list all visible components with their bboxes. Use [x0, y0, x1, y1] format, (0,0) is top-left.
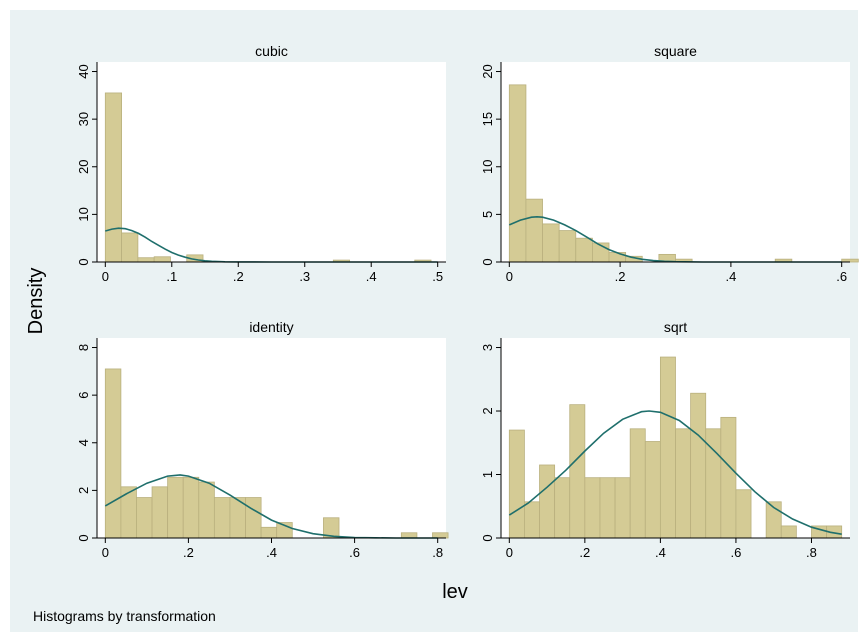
y-axis-title: Density — [25, 268, 47, 335]
x-tick-label: .1 — [166, 269, 177, 284]
histogram-bar — [508, 84, 527, 263]
histogram-bar — [584, 477, 601, 539]
histogram-bar — [137, 257, 155, 263]
figure-note: Histograms by transformation — [33, 608, 216, 624]
histogram-bar — [629, 428, 646, 539]
x-axis-title: lev — [442, 581, 468, 603]
histogram-bar — [735, 489, 752, 539]
x-tick-label: .2 — [233, 269, 244, 284]
histogram-bar — [659, 356, 676, 539]
y-tick-label: 4 — [76, 439, 91, 446]
histogram-bar — [167, 476, 184, 539]
panel-cubic: cubic 0 .1 .2 .3 .4 .5 0 10 20 30 40 — [76, 43, 446, 284]
x-tick-label: .6 — [836, 269, 847, 284]
x-tick-label: .2 — [183, 545, 194, 560]
y-tick-label: 30 — [76, 112, 91, 126]
x-tick-label: .4 — [366, 269, 377, 284]
histogram-bar — [720, 416, 737, 539]
y-tick-label: 0 — [480, 258, 495, 265]
x-tick-label: .6 — [731, 545, 742, 560]
histogram-bar — [153, 256, 171, 263]
y-tick-label: 20 — [76, 160, 91, 174]
x-tick-label: .4 — [266, 545, 277, 560]
histogram-bar — [182, 476, 200, 539]
histogram-bar — [104, 368, 122, 539]
histogram-bar — [260, 526, 278, 539]
x-tick-label: .8 — [806, 545, 817, 560]
histogram-bar — [542, 223, 560, 263]
histogram-bar — [121, 232, 139, 263]
x-tick-label: .2 — [615, 269, 626, 284]
histogram-bar — [554, 477, 571, 539]
x-tick-label: 0 — [506, 269, 513, 284]
y-tick-label: 20 — [480, 64, 495, 78]
histogram-bar — [539, 464, 556, 539]
panel-sqrt: sqrt 0 .2 .4 .6 .8 0 1 2 3 — [480, 319, 850, 560]
x-tick-label: .8 — [432, 545, 443, 560]
histogram-bar — [558, 230, 577, 263]
histogram-bar — [608, 252, 627, 263]
x-tick-label: .4 — [655, 545, 666, 560]
y-tick-label: 1 — [480, 471, 495, 478]
histogram-bar — [198, 481, 215, 539]
x-tick-label: .5 — [432, 269, 443, 284]
panel-title: identity — [249, 319, 293, 335]
histogram-bar — [780, 525, 797, 539]
y-tick-label: 0 — [76, 258, 91, 265]
panel-identity: identity 0 .2 .4 .6 .8 0 2 4 6 8 — [76, 319, 449, 560]
x-tick-label: 0 — [102, 269, 109, 284]
y-tick-label: 3 — [480, 344, 495, 351]
panel-square: square 0 .2 .4 .6 0 5 10 15 20 — [480, 43, 859, 284]
histogram-bar — [614, 477, 631, 539]
histogram-bar — [575, 237, 593, 263]
y-tick-label: 2 — [76, 487, 91, 494]
y-tick-label: 5 — [480, 211, 495, 218]
histogram-bar — [524, 501, 540, 539]
histogram-bar — [136, 497, 153, 539]
histogram-bar — [508, 429, 525, 539]
plot-area — [97, 62, 446, 262]
histogram-bar — [525, 198, 543, 263]
histogram-bar — [599, 477, 616, 539]
y-tick-label: 8 — [76, 344, 91, 351]
y-tick-label: 10 — [480, 160, 495, 174]
histogram-bar — [675, 428, 692, 539]
histogram-bar — [690, 392, 707, 539]
histogram-bar — [569, 404, 586, 539]
histogram-bar — [213, 497, 231, 539]
density-curve — [508, 410, 842, 535]
x-tick-label: .3 — [299, 269, 310, 284]
y-tick-label: 15 — [480, 112, 495, 126]
x-tick-label: .6 — [349, 545, 360, 560]
y-tick-label: 0 — [76, 534, 91, 541]
x-tick-label: 0 — [506, 545, 513, 560]
x-tick-label: .2 — [579, 545, 590, 560]
y-tick-label: 40 — [76, 64, 91, 78]
y-tick-label: 10 — [76, 207, 91, 221]
panel-title: square — [654, 43, 697, 59]
panel-title: cubic — [255, 43, 288, 59]
histogram-bar — [245, 497, 262, 539]
y-tick-label: 6 — [76, 392, 91, 399]
histogram-bar — [104, 92, 122, 263]
x-tick-label: .4 — [725, 269, 736, 284]
y-tick-label: 0 — [480, 534, 495, 541]
y-tick-label: 2 — [480, 407, 495, 414]
panel-title: sqrt — [664, 319, 687, 335]
histogram-bar — [644, 441, 661, 539]
x-tick-label: 0 — [102, 545, 109, 560]
histogram-bar — [151, 486, 169, 539]
histogram-bar — [120, 486, 137, 539]
